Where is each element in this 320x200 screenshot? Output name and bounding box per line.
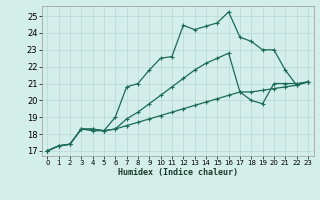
X-axis label: Humidex (Indice chaleur): Humidex (Indice chaleur): [118, 168, 237, 177]
